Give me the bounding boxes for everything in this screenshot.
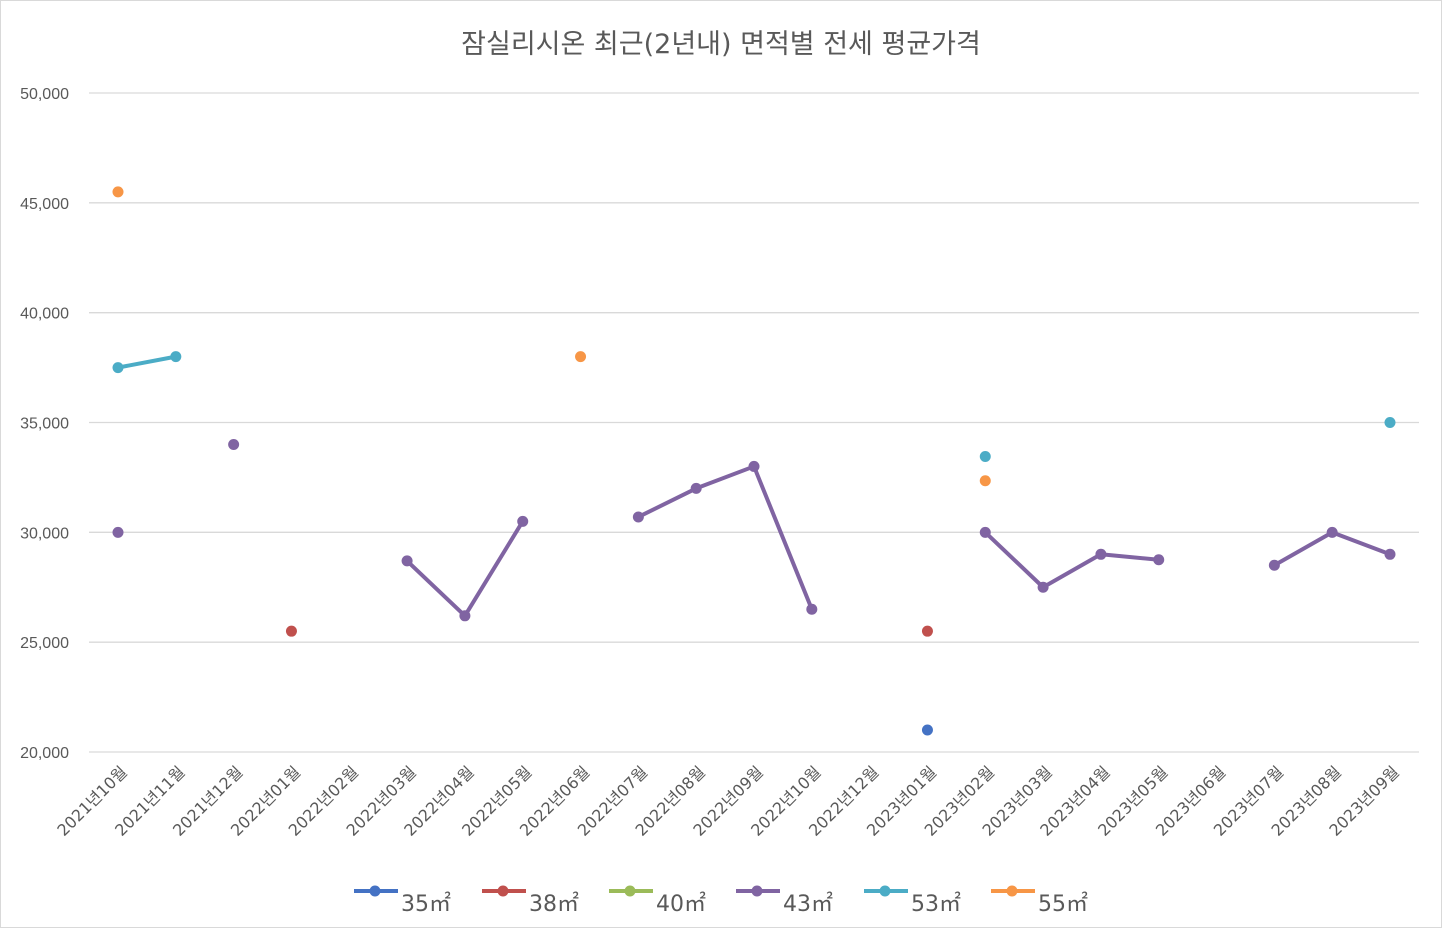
- legend-item: 43㎡: [736, 885, 833, 917]
- data-point: [285, 625, 297, 637]
- legend-label: 53㎡: [911, 891, 961, 917]
- series-line-segment: [1098, 552, 1161, 562]
- data-point: [575, 351, 587, 363]
- series-line-segment: [983, 530, 1046, 590]
- data-point: [979, 451, 991, 463]
- series-layer: [112, 186, 1396, 736]
- legend-item: 35㎡: [354, 885, 451, 917]
- legend-label: 40㎡: [656, 891, 706, 917]
- legend-item: 40㎡: [609, 885, 706, 917]
- series-line-segment: [1041, 552, 1103, 590]
- series-line-segment: [752, 464, 814, 612]
- data-point: [459, 610, 471, 622]
- series-line-segment: [405, 558, 467, 618]
- series-line-segment: [1272, 530, 1335, 568]
- legend-swatch-marker: [369, 885, 381, 897]
- y-tick-label: 25,000: [20, 635, 69, 652]
- data-point: [1384, 548, 1396, 560]
- legend-label: 35㎡: [401, 891, 451, 917]
- data-point: [921, 625, 933, 637]
- data-point: [112, 186, 124, 198]
- data-point: [228, 438, 240, 450]
- y-tick-label: 45,000: [20, 196, 69, 213]
- x-axis-ticks: 2021년10월2021년11월2021년12월2022년01월2022년02월…: [53, 762, 1402, 839]
- series-5: [112, 351, 1396, 463]
- y-tick-label: 50,000: [20, 86, 69, 103]
- data-point: [632, 511, 644, 523]
- series-line-segment: [636, 486, 699, 519]
- data-point: [1268, 559, 1280, 571]
- legend-label: 38㎡: [529, 891, 579, 917]
- data-point: [806, 603, 818, 615]
- data-point: [1384, 417, 1396, 428]
- data-point: [1153, 554, 1165, 566]
- series-4: [112, 438, 1396, 622]
- data-point: [1037, 581, 1049, 593]
- data-point: [1095, 548, 1107, 560]
- legend-swatch-marker: [879, 885, 891, 897]
- legend-swatch-marker: [497, 885, 509, 897]
- series-1: [921, 724, 933, 736]
- data-point: [690, 482, 702, 494]
- data-point: [748, 460, 760, 472]
- legend-item: 38㎡: [482, 885, 579, 917]
- data-point: [1326, 526, 1338, 538]
- series-line-segment: [462, 519, 525, 618]
- legend: 35㎡ 38㎡ 40㎡ 43㎡ 53㎡ 55㎡: [354, 885, 1088, 917]
- series-line-segment: [694, 464, 756, 491]
- data-point: [921, 724, 933, 736]
- data-point: [401, 555, 413, 567]
- legend-swatch-marker: [751, 885, 763, 897]
- data-point: [979, 526, 991, 538]
- y-axis-ticks: 20,000 25,000 30,000 35,000 40,000 45,000 50,0…: [20, 86, 69, 762]
- legend-label: 55㎡: [1038, 891, 1088, 917]
- legend-label: 43㎡: [783, 891, 833, 917]
- gridlines: [89, 92, 1419, 753]
- series-line-segment: [116, 354, 178, 370]
- series-line-segment: [1330, 530, 1392, 557]
- y-tick-label: 20,000: [20, 745, 69, 762]
- y-tick-label: 35,000: [20, 416, 69, 433]
- series-6: [112, 186, 991, 487]
- legend-swatch-marker: [624, 885, 636, 897]
- y-tick-label: 40,000: [20, 306, 69, 323]
- legend-swatch-marker: [1006, 885, 1018, 897]
- y-tick-label: 30,000: [20, 525, 69, 542]
- data-point: [517, 515, 529, 527]
- series-2: [285, 625, 933, 637]
- legend-item: 55㎡: [991, 885, 1088, 917]
- data-point: [112, 526, 124, 538]
- chart-title: 잠실리시온 최근(2년내) 면적별 전세 평균가격: [461, 29, 981, 60]
- data-point: [112, 362, 124, 374]
- legend-item: 53㎡: [864, 885, 961, 917]
- data-point: [979, 475, 991, 487]
- data-point: [170, 351, 182, 363]
